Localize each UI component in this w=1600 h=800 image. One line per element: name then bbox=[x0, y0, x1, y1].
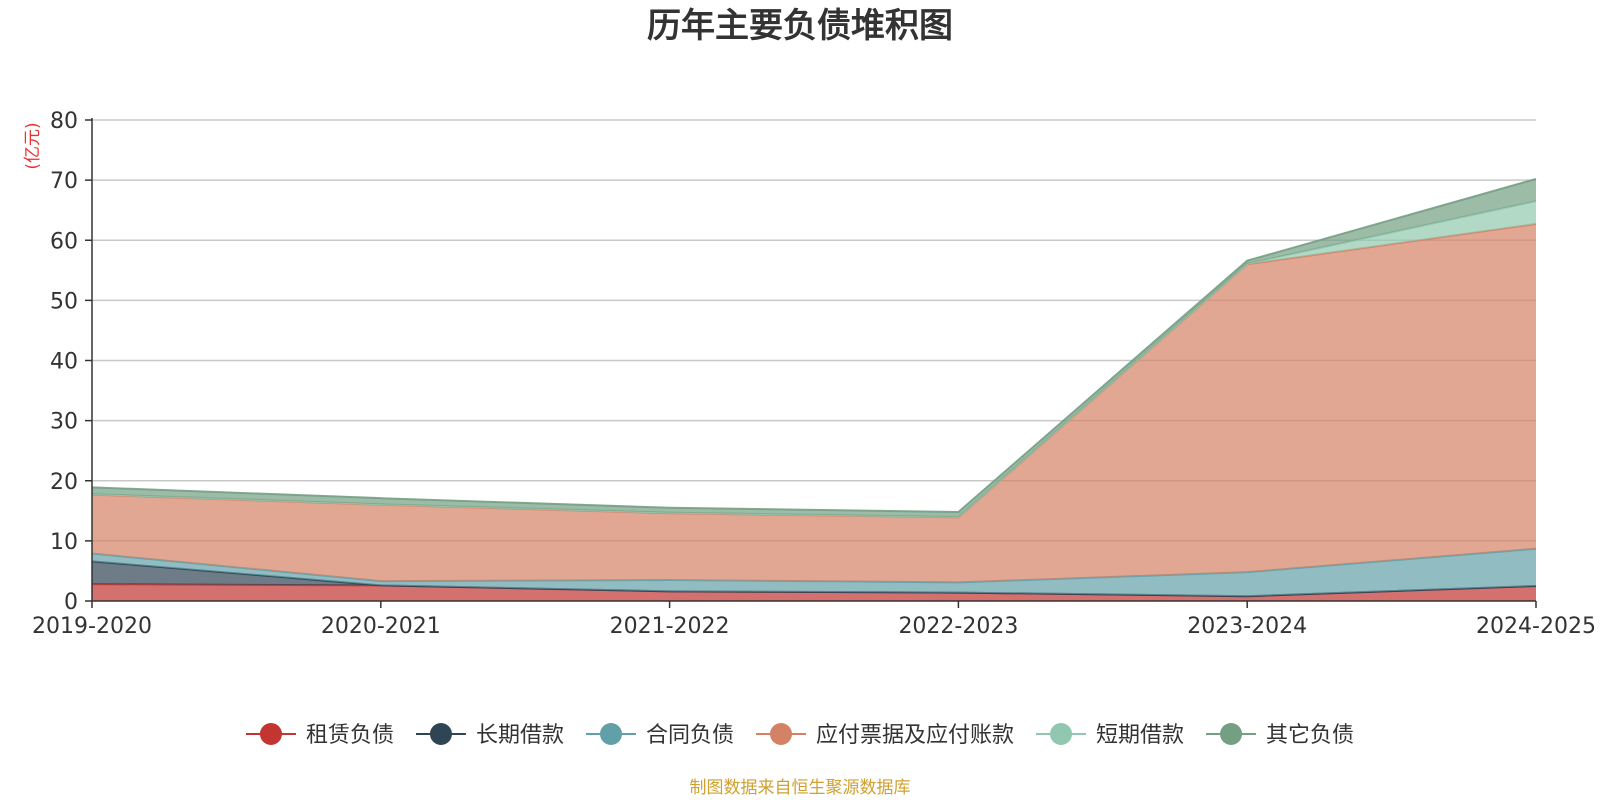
legend-label: 其它负债 bbox=[1266, 723, 1354, 748]
x-tick-label: 2019-2020 bbox=[32, 614, 152, 639]
area-series-3 bbox=[92, 548, 1536, 597]
legend-swatch-dot bbox=[429, 723, 452, 745]
y-tick-label: 10 bbox=[50, 530, 78, 555]
legend-swatch-dot bbox=[599, 723, 622, 745]
legend-label: 租赁负债 bbox=[306, 723, 394, 748]
legend[interactable]: 租赁负债 长期借款 合同负债 应付票据及应付账款 短期借款 其它负债 bbox=[245, 723, 1354, 748]
legend-item-6[interactable]: 其它负债 bbox=[1206, 723, 1354, 748]
y-tick-label: 0 bbox=[64, 590, 78, 615]
legend-swatch-dot bbox=[259, 723, 282, 745]
y-tick-label: 40 bbox=[50, 350, 78, 375]
legend-label: 应付票据及应付账款 bbox=[816, 723, 1014, 748]
legend-label: 合同负债 bbox=[646, 723, 734, 748]
chart-title: 历年主要负债堆积图 bbox=[647, 6, 953, 46]
legend-item-5[interactable]: 短期借款 bbox=[1036, 723, 1184, 748]
y-tick-label: 60 bbox=[50, 229, 78, 254]
x-tick-label: 2023-2024 bbox=[1187, 614, 1307, 639]
legend-item-3[interactable]: 合同负债 bbox=[585, 723, 734, 748]
legend-swatch-dot bbox=[1220, 723, 1243, 745]
y-tick-label: 70 bbox=[50, 169, 78, 194]
legend-swatch-dot bbox=[1050, 723, 1073, 745]
axes: 0 10 20 30 40 50 60 70 80 2019-2020 2020-2021 2021-… bbox=[32, 109, 1596, 639]
legend-label: 短期借款 bbox=[1096, 723, 1184, 748]
y-tick-label: 80 bbox=[50, 109, 78, 134]
series-line-6 bbox=[91, 177, 1537, 514]
legend-item-4[interactable]: 应付票据及应付账款 bbox=[756, 723, 1014, 748]
y-tick-label: 20 bbox=[50, 470, 78, 495]
grid-lines bbox=[92, 119, 1536, 542]
x-tick-label: 2022-2023 bbox=[898, 614, 1018, 639]
y-tick-label: 30 bbox=[50, 410, 78, 435]
source-note: 制图数据来自恒生聚源数据库 bbox=[690, 778, 911, 798]
legend-label: 长期借款 bbox=[476, 723, 564, 748]
x-tick-label: 2020-2021 bbox=[321, 614, 441, 639]
x-tick-label: 2024-2025 bbox=[1476, 614, 1596, 639]
legend-swatch-dot bbox=[770, 723, 792, 745]
legend-item-1[interactable]: 租赁负债 bbox=[245, 723, 394, 748]
x-tick-label: 2021-2022 bbox=[610, 614, 730, 639]
stacked-areas bbox=[91, 177, 1537, 601]
legend-item-2[interactable]: 长期借款 bbox=[415, 723, 564, 748]
y-axis-unit-label: (亿元) bbox=[23, 122, 43, 169]
y-tick-label: 50 bbox=[50, 289, 78, 314]
area-series-4 bbox=[92, 224, 1536, 583]
